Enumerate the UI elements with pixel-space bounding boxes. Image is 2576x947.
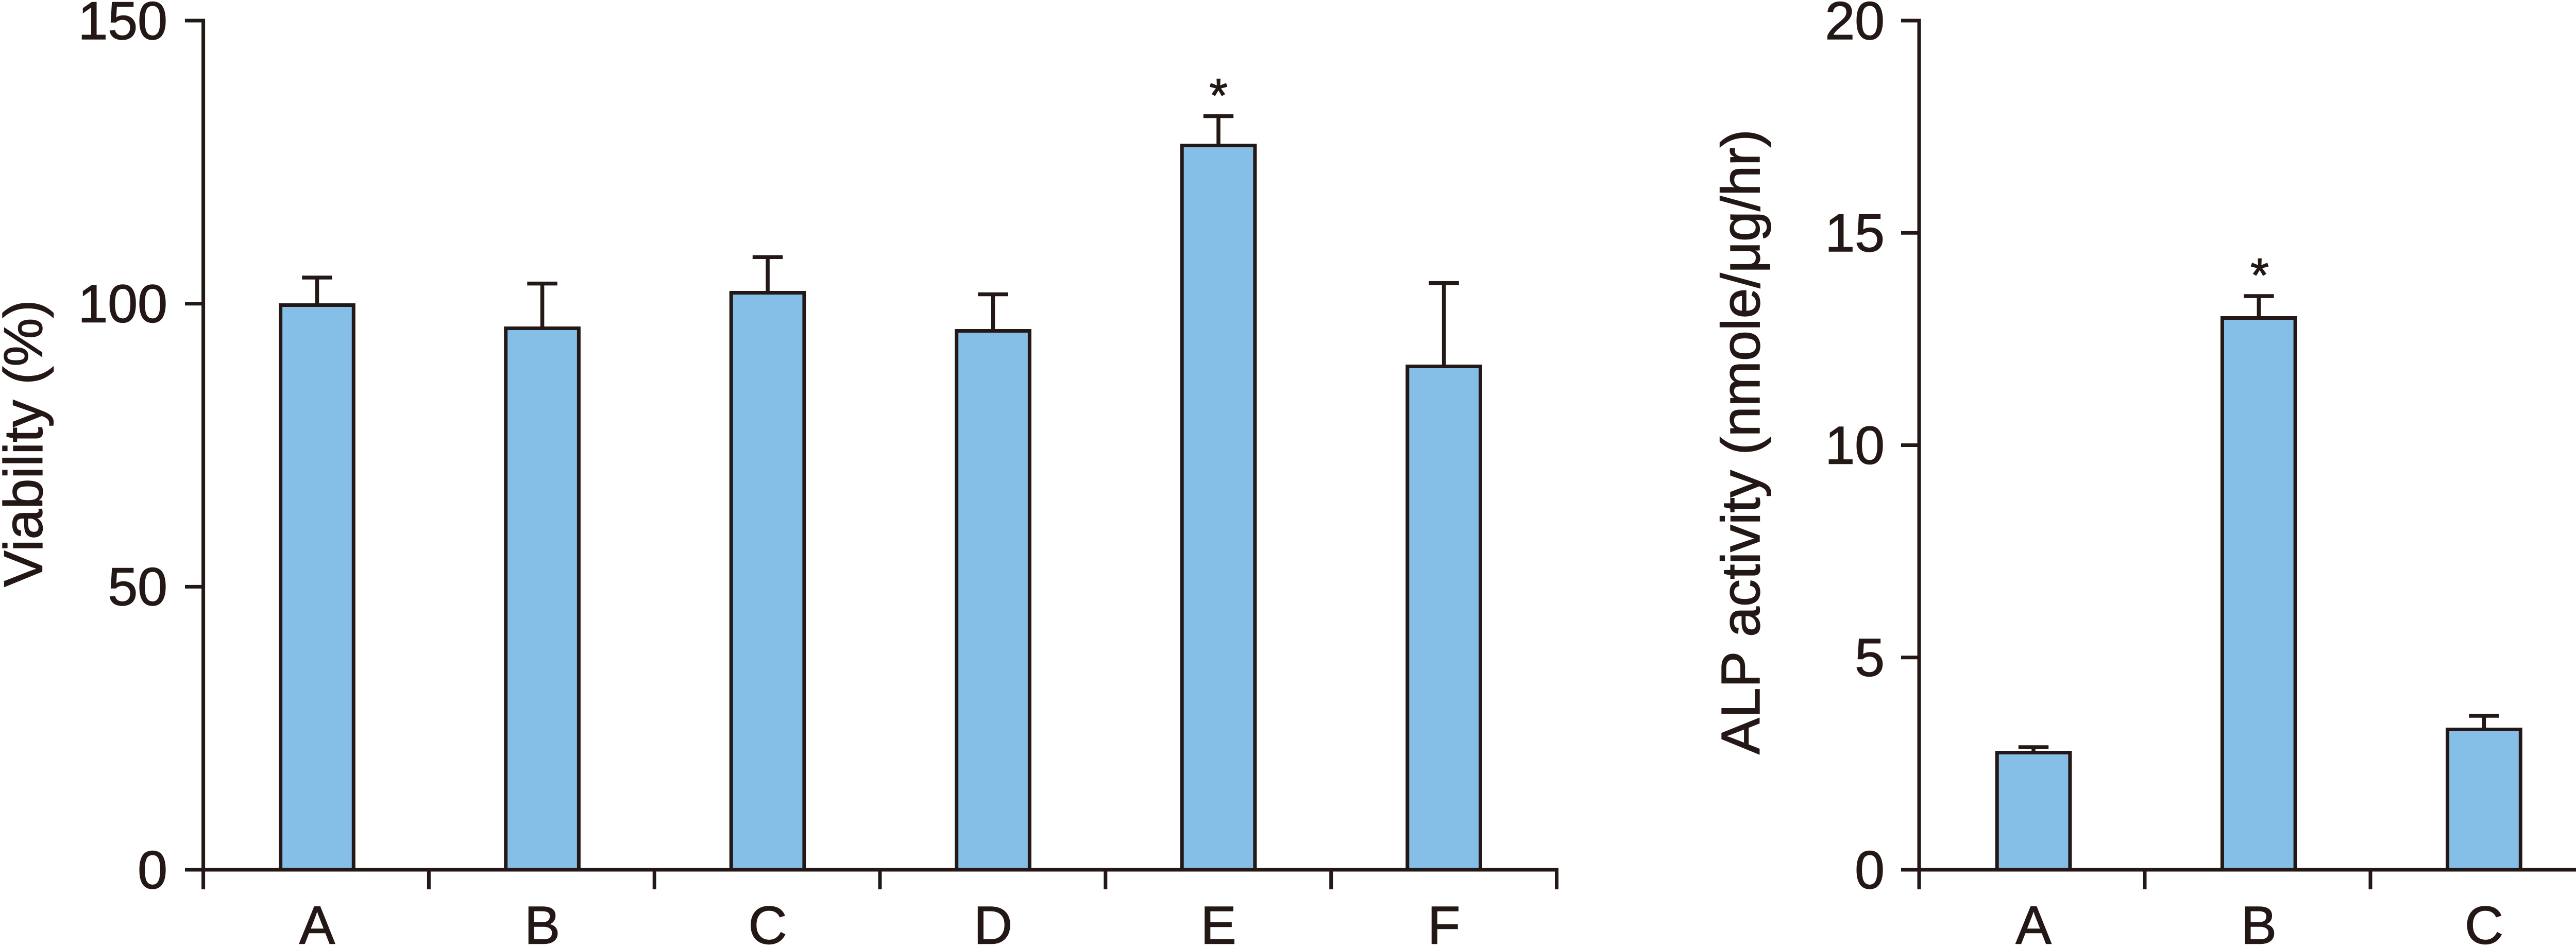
svg-text:50: 50 xyxy=(108,557,167,617)
svg-text:B: B xyxy=(2241,896,2277,947)
svg-text:ALP activity (nmole/μg/hr): ALP activity (nmole/μg/hr) xyxy=(1710,129,1771,754)
svg-text:A: A xyxy=(2015,896,2052,947)
svg-text:*: * xyxy=(2250,249,2269,302)
svg-text:20: 20 xyxy=(1825,0,1885,51)
svg-text:*: * xyxy=(1209,70,1228,122)
svg-text:B: B xyxy=(524,896,560,947)
svg-text:0: 0 xyxy=(1855,840,1885,900)
svg-text:5: 5 xyxy=(1855,628,1885,688)
svg-text:F: F xyxy=(1428,896,1461,947)
svg-text:100: 100 xyxy=(78,274,167,334)
svg-text:150: 150 xyxy=(78,0,167,51)
svg-text:10: 10 xyxy=(1825,416,1885,475)
svg-text:A: A xyxy=(299,896,335,947)
svg-text:0: 0 xyxy=(138,840,167,900)
svg-text:15: 15 xyxy=(1825,203,1885,263)
svg-text:C: C xyxy=(749,896,787,947)
svg-text:Viability (%): Viability (%) xyxy=(0,300,54,587)
svg-text:D: D xyxy=(974,896,1012,947)
svg-text:E: E xyxy=(1200,896,1236,947)
svg-text:C: C xyxy=(2465,896,2503,947)
